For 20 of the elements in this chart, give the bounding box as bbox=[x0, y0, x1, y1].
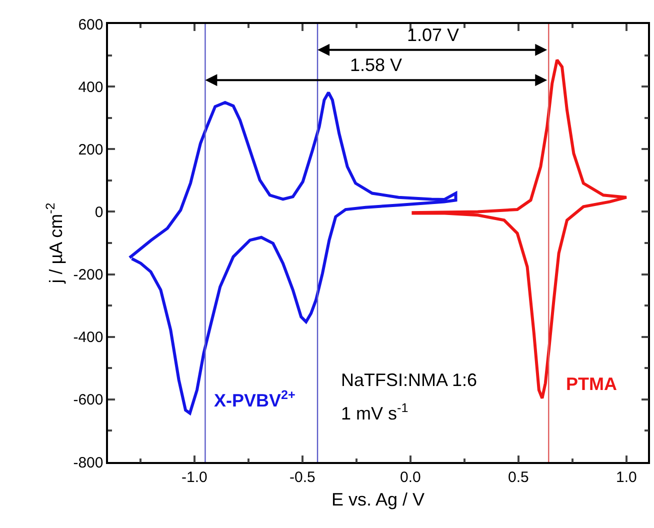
annotation: 1.58 V bbox=[350, 55, 402, 75]
series-label: X-PVBV$^{2+}$ bbox=[214, 388, 296, 411]
x-axis-title: E vs. Ag / V bbox=[331, 489, 425, 510]
annotation: NaTFSI:NMA 1:6 bbox=[341, 370, 478, 390]
x-tick-label: 1.0 bbox=[616, 468, 637, 486]
y-tick-label: -200 bbox=[73, 266, 104, 284]
y-tick-label: -400 bbox=[73, 329, 104, 346]
x-tick-label: 0.0 bbox=[400, 468, 421, 486]
x-tick-label: -0.5 bbox=[289, 468, 316, 486]
x-tick-label: -1.0 bbox=[181, 468, 208, 486]
annotation: 1.07 V bbox=[407, 25, 460, 45]
y-tick-label: -800 bbox=[73, 454, 104, 472]
x-tick-label: 0.5 bbox=[508, 468, 529, 486]
y-tick-label: 0 bbox=[94, 204, 104, 221]
y-tick-label: 600 bbox=[78, 16, 104, 34]
y-tick-label: 400 bbox=[78, 78, 104, 96]
series-label: PTMA bbox=[566, 374, 617, 394]
y-tick-label: 200 bbox=[78, 141, 104, 158]
annotation: 1 mV s$^{-1}$ bbox=[341, 401, 408, 424]
y-tick-label: -600 bbox=[73, 392, 104, 409]
